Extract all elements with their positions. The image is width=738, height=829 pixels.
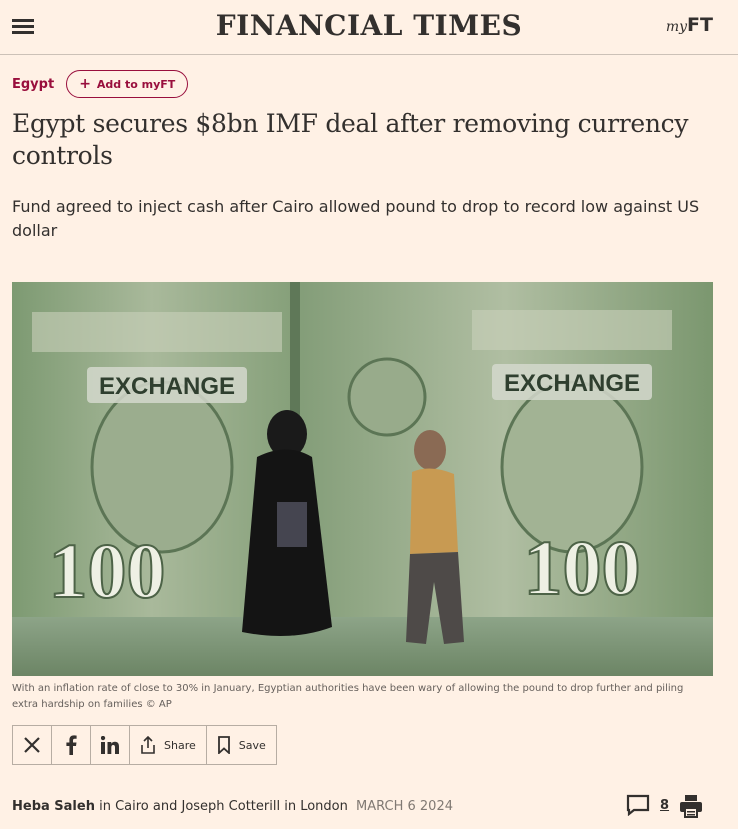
facebook-icon <box>66 735 77 755</box>
bookmark-icon <box>217 736 230 754</box>
exchange-sign-right <box>492 364 652 400</box>
comments-link[interactable]: 8 <box>626 794 669 816</box>
add-to-myft-label: Add to myFT <box>96 77 176 91</box>
byline: Heba Saleh in Cairo and Joseph Cotterill… <box>12 799 453 814</box>
author-link-1[interactable]: Heba Saleh <box>12 799 95 814</box>
topic-row: Egypt + Add to myFT <box>12 70 189 98</box>
ft-logo[interactable]: FINANCIAL TIMES <box>215 9 523 42</box>
share-icon <box>141 736 155 754</box>
menu-icon[interactable] <box>12 19 34 35</box>
comment-count: 8 <box>660 797 670 813</box>
print-icon <box>680 795 702 818</box>
myft-link[interactable]: myFT <box>666 14 713 36</box>
share-facebook-button[interactable] <box>52 726 91 764</box>
author-link-2[interactable]: Joseph Cotterill <box>181 799 281 814</box>
figure-woman <box>242 410 332 636</box>
save-button[interactable]: Save <box>207 726 276 764</box>
image-caption: With an inflation rate of close to 30% i… <box>12 683 684 710</box>
x-icon <box>24 737 40 753</box>
share-label: Share <box>164 738 196 752</box>
topic-link-egypt[interactable]: Egypt <box>12 76 55 92</box>
hero-illustration: EXCHANGE EXCHANGE 100 100 <box>12 282 713 676</box>
article-standfirst: Fund agreed to inject cash after Cairo a… <box>12 197 700 240</box>
share-linkedin-button[interactable] <box>91 726 130 764</box>
myft-my: my <box>665 19 688 35</box>
exchange-text-right: EXCHANGE <box>504 370 640 397</box>
myft-ft: FT <box>687 14 713 36</box>
site-header: FINANCIAL TIMES myFT <box>0 0 738 55</box>
comment-icon <box>626 794 650 816</box>
add-to-myft-button[interactable]: + Add to myFT <box>66 70 189 98</box>
exchange-sign-left <box>87 367 247 403</box>
note-100-right: 100 <box>524 524 641 611</box>
article-headline: Egypt secures $8bn IMF deal after removi… <box>12 109 689 170</box>
linkedin-icon <box>101 736 119 754</box>
note-100-left: 100 <box>49 527 166 614</box>
figure-man <box>406 430 464 644</box>
print-button[interactable] <box>679 794 703 822</box>
publish-date: MARCH 6 2024 <box>356 799 453 814</box>
share-bar: Share Save <box>12 725 277 765</box>
save-label: Save <box>238 738 266 752</box>
exchange-text-left: EXCHANGE <box>99 373 235 400</box>
byline-location-1: in Cairo and <box>99 799 178 814</box>
plus-icon: + <box>79 76 91 92</box>
byline-location-2: in London <box>284 799 348 814</box>
hero-image: EXCHANGE EXCHANGE 100 100 <box>12 282 713 676</box>
share-button[interactable]: Share <box>130 726 207 764</box>
share-x-button[interactable] <box>13 726 52 764</box>
